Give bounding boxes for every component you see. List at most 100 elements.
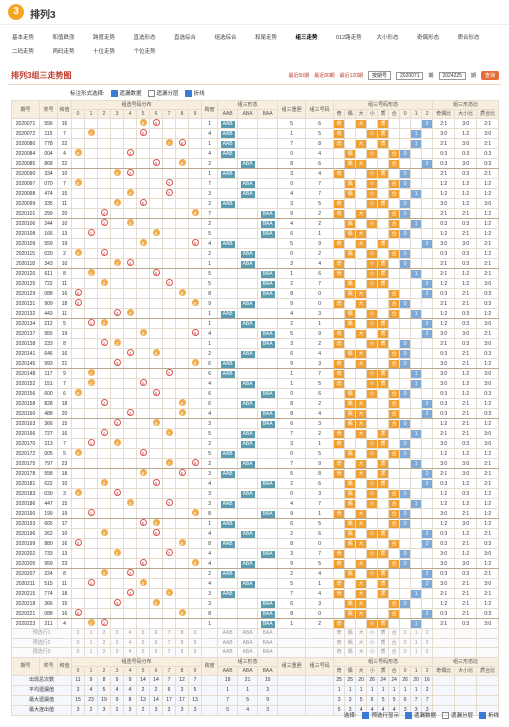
shape-cell: 合 [388,208,401,219]
stats-label: 最大遗漏值 [11,694,72,706]
shape-option: 大 [355,628,368,639]
shape-cell [399,378,412,389]
form-cell [237,238,259,249]
nav-link[interactable]: 组三走势 [295,35,318,41]
ratio: 1:2 [454,378,478,389]
nav-link[interactable]: 和值跌涨 [52,35,75,41]
period-link[interactable]: 最近120期 [339,73,363,79]
ratio: 0:3 [476,538,500,549]
sum: 7 [57,378,72,389]
nav-link[interactable]: 跨度走势 [93,35,116,41]
checkbox[interactable] [404,712,412,720]
digit-cell [175,268,189,279]
nav-link[interactable]: 组选综合 [214,35,237,41]
from-input[interactable]: 2020071 [396,71,424,80]
select[interactable]: 按期号 [368,71,392,80]
nav-link[interactable]: 直选综合 [174,35,197,41]
shape-cell: 奇 [333,358,346,369]
nav-link[interactable]: 二码走势 [12,49,35,55]
option[interactable]: 遗漏分层 [147,89,179,98]
checkbox[interactable] [184,90,192,98]
stat-value: 3 [175,684,189,696]
data-row: 2020120 611 8 1 6 5 BAA 1 6 奇小质 1 2:1 1:2 2:1 [11,268,500,279]
digit-cell [175,498,189,509]
period-link[interactable]: 最近50期 [288,73,310,79]
digit-cell: 8 [175,138,189,149]
shape-head: 0 [399,109,412,119]
to-input[interactable]: 2024225 [438,71,466,80]
form-cell [237,128,259,139]
digit-ball: 0 [74,179,82,186]
digit-ball: 3 [113,549,121,556]
digit-option: 8 [175,637,189,649]
nav-link[interactable]: 两码走势 [52,49,75,55]
period-link[interactable]: 最近80期 [314,73,335,79]
digit-cell [123,618,137,629]
digit-cell [71,408,85,419]
ratio: 1:2 [454,368,478,379]
shape-cell [410,568,423,579]
single-digit: 2 [305,618,335,629]
digit-ball: 7 [165,279,173,286]
shape-cell: 合 [388,408,401,419]
data-row: 2020163 366 15 3 6 3 BAA 6 3 偶大合 0 1:2 2:1 1:2 [11,418,500,429]
form-tag: BAA [260,610,275,618]
digit-ball: 8 [178,399,186,406]
digit-ball: 2 [100,429,108,436]
nav-link[interactable]: 奇偶形态 [417,35,440,41]
digit-cell [162,348,176,359]
digit-cell [162,308,176,319]
nav-link[interactable]: 大小形态 [376,35,399,41]
form-cell [217,398,239,409]
digit-cell: 2 [97,428,111,439]
checkbox[interactable] [441,712,449,720]
nav-link[interactable]: 质合形态 [457,35,480,41]
digit-ball: 9 [191,359,199,366]
form-cell [257,318,279,329]
option[interactable]: 遗漏数据 [110,89,142,98]
shape-cell [410,298,423,309]
digit-cell [84,338,98,349]
option[interactable]: 折线 [478,711,499,720]
option[interactable]: 折线 [184,89,205,98]
checkbox[interactable] [362,712,370,720]
shape-cell [388,198,401,209]
nav-link[interactable]: 个位走势 [133,49,156,55]
checkbox[interactable] [478,712,486,720]
sum: 16 [57,348,72,359]
option[interactable]: 遗漏数据 [404,711,436,720]
checkbox[interactable] [147,90,155,98]
checkbox[interactable] [110,90,118,98]
digit-cell [162,118,176,129]
nav-link[interactable]: 012路走势 [336,35,362,41]
number: 262 [39,528,58,539]
shape-option: 1 [410,647,423,658]
nav-link[interactable]: 基本走势 [12,35,35,41]
shape-tag: 小 [367,149,377,158]
empty-cell [201,628,219,639]
digit-cell [110,428,124,439]
shape-tag: 奇 [334,469,344,478]
double-digit: 4 [277,188,307,199]
digit-ball: 3 [113,309,121,316]
option[interactable]: 预选行显示 [362,711,399,720]
shape-cell [333,218,346,229]
number: 166 [39,228,58,239]
shape-tag: 合 [389,599,399,608]
digit-cell: 7 [162,498,176,509]
issue: 2020108 [11,228,40,239]
query-button[interactable]: 查询 [480,71,499,80]
option[interactable]: 遗漏分层 [441,711,473,720]
digit-ball: 4 [126,189,134,196]
span: 2 [201,348,219,359]
stat-value: 20 [355,674,368,686]
nav-link[interactable]: 和尾走势 [255,35,278,41]
span: 4 [201,378,219,389]
nav-link[interactable]: 直选形态 [133,35,156,41]
digit-cell: 7 [162,368,176,379]
shape-cell [421,338,434,349]
shape-head: 大 [355,665,368,676]
form-cell [257,398,279,409]
form-cell [257,428,279,439]
nav-link[interactable]: 十位走势 [93,49,116,55]
